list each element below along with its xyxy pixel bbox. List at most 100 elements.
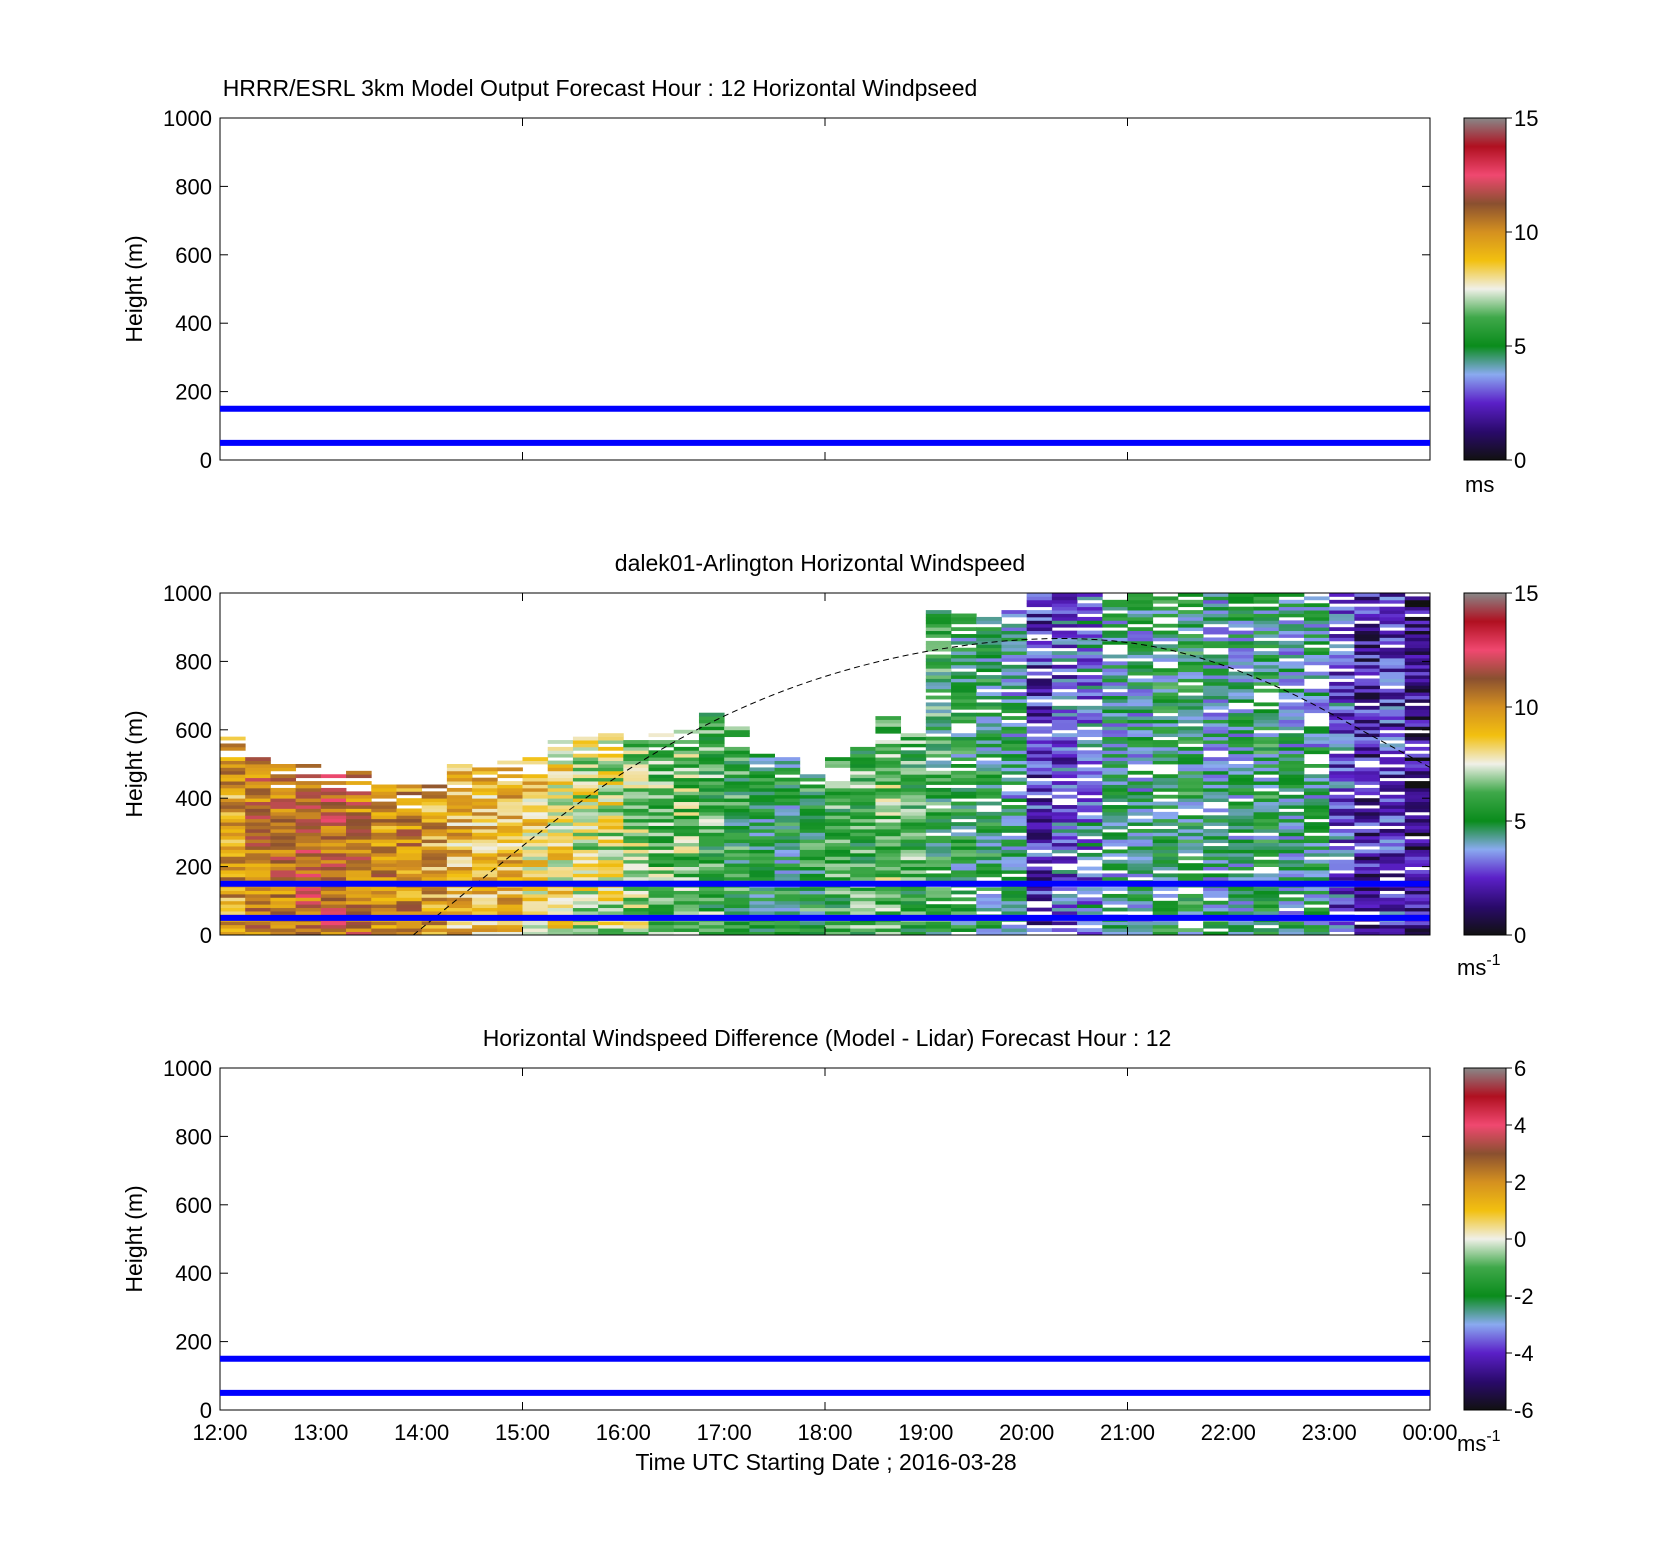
heatmap-cell <box>1102 681 1128 686</box>
heatmap-cell <box>698 870 725 874</box>
heatmap-cell <box>1329 671 1355 676</box>
heatmap-cell <box>1228 781 1254 785</box>
y-tick-label: 1000 <box>163 581 212 606</box>
heatmap-cell <box>295 794 322 799</box>
heatmap-cell <box>1379 688 1406 693</box>
heatmap-cell <box>1102 794 1128 799</box>
heatmap-cell <box>1051 859 1078 864</box>
heatmap-cell <box>1127 743 1154 748</box>
heatmap-cell <box>220 801 246 806</box>
heatmap-cell <box>1278 661 1305 666</box>
heatmap-cell <box>446 911 473 915</box>
lidar-y-axis-label: Height (m) <box>121 710 147 817</box>
heatmap-cell <box>396 822 423 826</box>
heatmap-cell <box>497 863 523 867</box>
heatmap-cell <box>724 811 750 816</box>
heatmap-cell <box>698 859 725 864</box>
heatmap-cell <box>1026 681 1053 686</box>
heatmap-cell <box>1228 733 1254 738</box>
heatmap-cell <box>1253 767 1280 772</box>
heatmap-cell <box>1278 647 1305 652</box>
heatmap-cell <box>976 647 1002 652</box>
heatmap-cell <box>774 859 801 864</box>
heatmap-cell <box>1253 613 1280 618</box>
heatmap-cell <box>245 760 271 765</box>
heatmap-cell <box>245 805 271 809</box>
heatmap-cell <box>1001 852 1028 857</box>
heatmap-cell <box>1177 613 1204 618</box>
heatmap-cell <box>1051 839 1078 844</box>
heatmap-cell <box>1152 729 1179 734</box>
heatmap-cell <box>1102 907 1128 912</box>
heatmap-cell <box>1278 866 1305 871</box>
heatmap-cell <box>1278 623 1305 628</box>
heatmap-cell <box>648 825 675 830</box>
heatmap-cell <box>1203 900 1229 905</box>
heatmap-cell <box>1001 681 1028 686</box>
heatmap-cell <box>1404 599 1431 604</box>
heatmap-cell <box>648 890 675 895</box>
heatmap-cell <box>1001 740 1028 744</box>
heatmap-cell <box>1077 651 1103 655</box>
heatmap-cell <box>572 760 599 765</box>
heatmap-cell <box>976 832 1002 837</box>
heatmap-cell <box>1127 681 1154 686</box>
heatmap-cell <box>1001 815 1028 820</box>
heatmap-cell <box>1253 719 1280 724</box>
heatmap-cell <box>598 866 624 871</box>
heatmap-cell <box>749 798 775 803</box>
lidar-panel-title: dalek01-Arlington Horizontal Windspeed <box>615 550 1025 576</box>
heatmap-cell <box>799 924 826 929</box>
heatmap-cell <box>1051 893 1078 898</box>
heatmap-cell <box>1026 798 1053 803</box>
heatmap-cell <box>1127 887 1154 891</box>
heatmap-cell <box>1228 740 1254 744</box>
heatmap-cell <box>220 760 246 765</box>
heatmap-cell <box>1404 890 1431 895</box>
heatmap-cell <box>295 859 322 864</box>
heatmap-cell <box>396 911 423 915</box>
heatmap-cell <box>951 699 977 703</box>
heatmap-cell <box>598 753 624 758</box>
heatmap-cell <box>497 928 523 932</box>
heatmap-cell <box>1127 692 1154 696</box>
heatmap-cell <box>976 733 1002 738</box>
heatmap-cell <box>295 801 322 806</box>
heatmap-cell <box>1127 750 1154 755</box>
heatmap-cell <box>925 623 952 628</box>
heatmap-cell <box>976 791 1002 796</box>
heatmap-cell <box>774 777 801 782</box>
heatmap-cell <box>1026 630 1053 635</box>
heatmap-cell <box>396 856 423 861</box>
heatmap-cell <box>1177 740 1204 744</box>
heatmap-cell <box>270 866 297 871</box>
heatmap-cell <box>1278 644 1305 649</box>
heatmap-cell <box>1329 811 1355 816</box>
heatmap-cell <box>925 675 952 679</box>
heatmap-cell <box>724 753 750 758</box>
heatmap-cell <box>825 904 851 909</box>
heatmap-cell <box>1278 630 1305 635</box>
heatmap-cell <box>648 760 675 765</box>
heatmap-cell <box>1253 630 1280 635</box>
heatmap-cell <box>673 876 700 881</box>
heatmap-cell <box>1303 805 1330 809</box>
heatmap-cell <box>673 931 700 936</box>
heatmap-cell <box>1404 736 1431 741</box>
heatmap-cell <box>875 907 902 912</box>
heatmap-cell <box>1203 846 1229 850</box>
heatmap-cell <box>875 770 902 775</box>
heatmap-cell <box>1077 668 1103 673</box>
heatmap-cell <box>572 770 599 775</box>
heatmap-cell <box>925 794 952 799</box>
heatmap-cell <box>446 849 473 854</box>
heatmap-cell <box>1228 681 1254 686</box>
heatmap-cell <box>1253 764 1280 768</box>
heatmap-cell <box>673 784 700 789</box>
heatmap-cell <box>875 873 902 878</box>
heatmap-cell <box>1001 685 1028 690</box>
heatmap-cell <box>1404 839 1431 844</box>
heatmap-cell <box>1404 828 1431 833</box>
heatmap-cell <box>1329 760 1355 765</box>
heatmap-cell <box>648 873 675 878</box>
